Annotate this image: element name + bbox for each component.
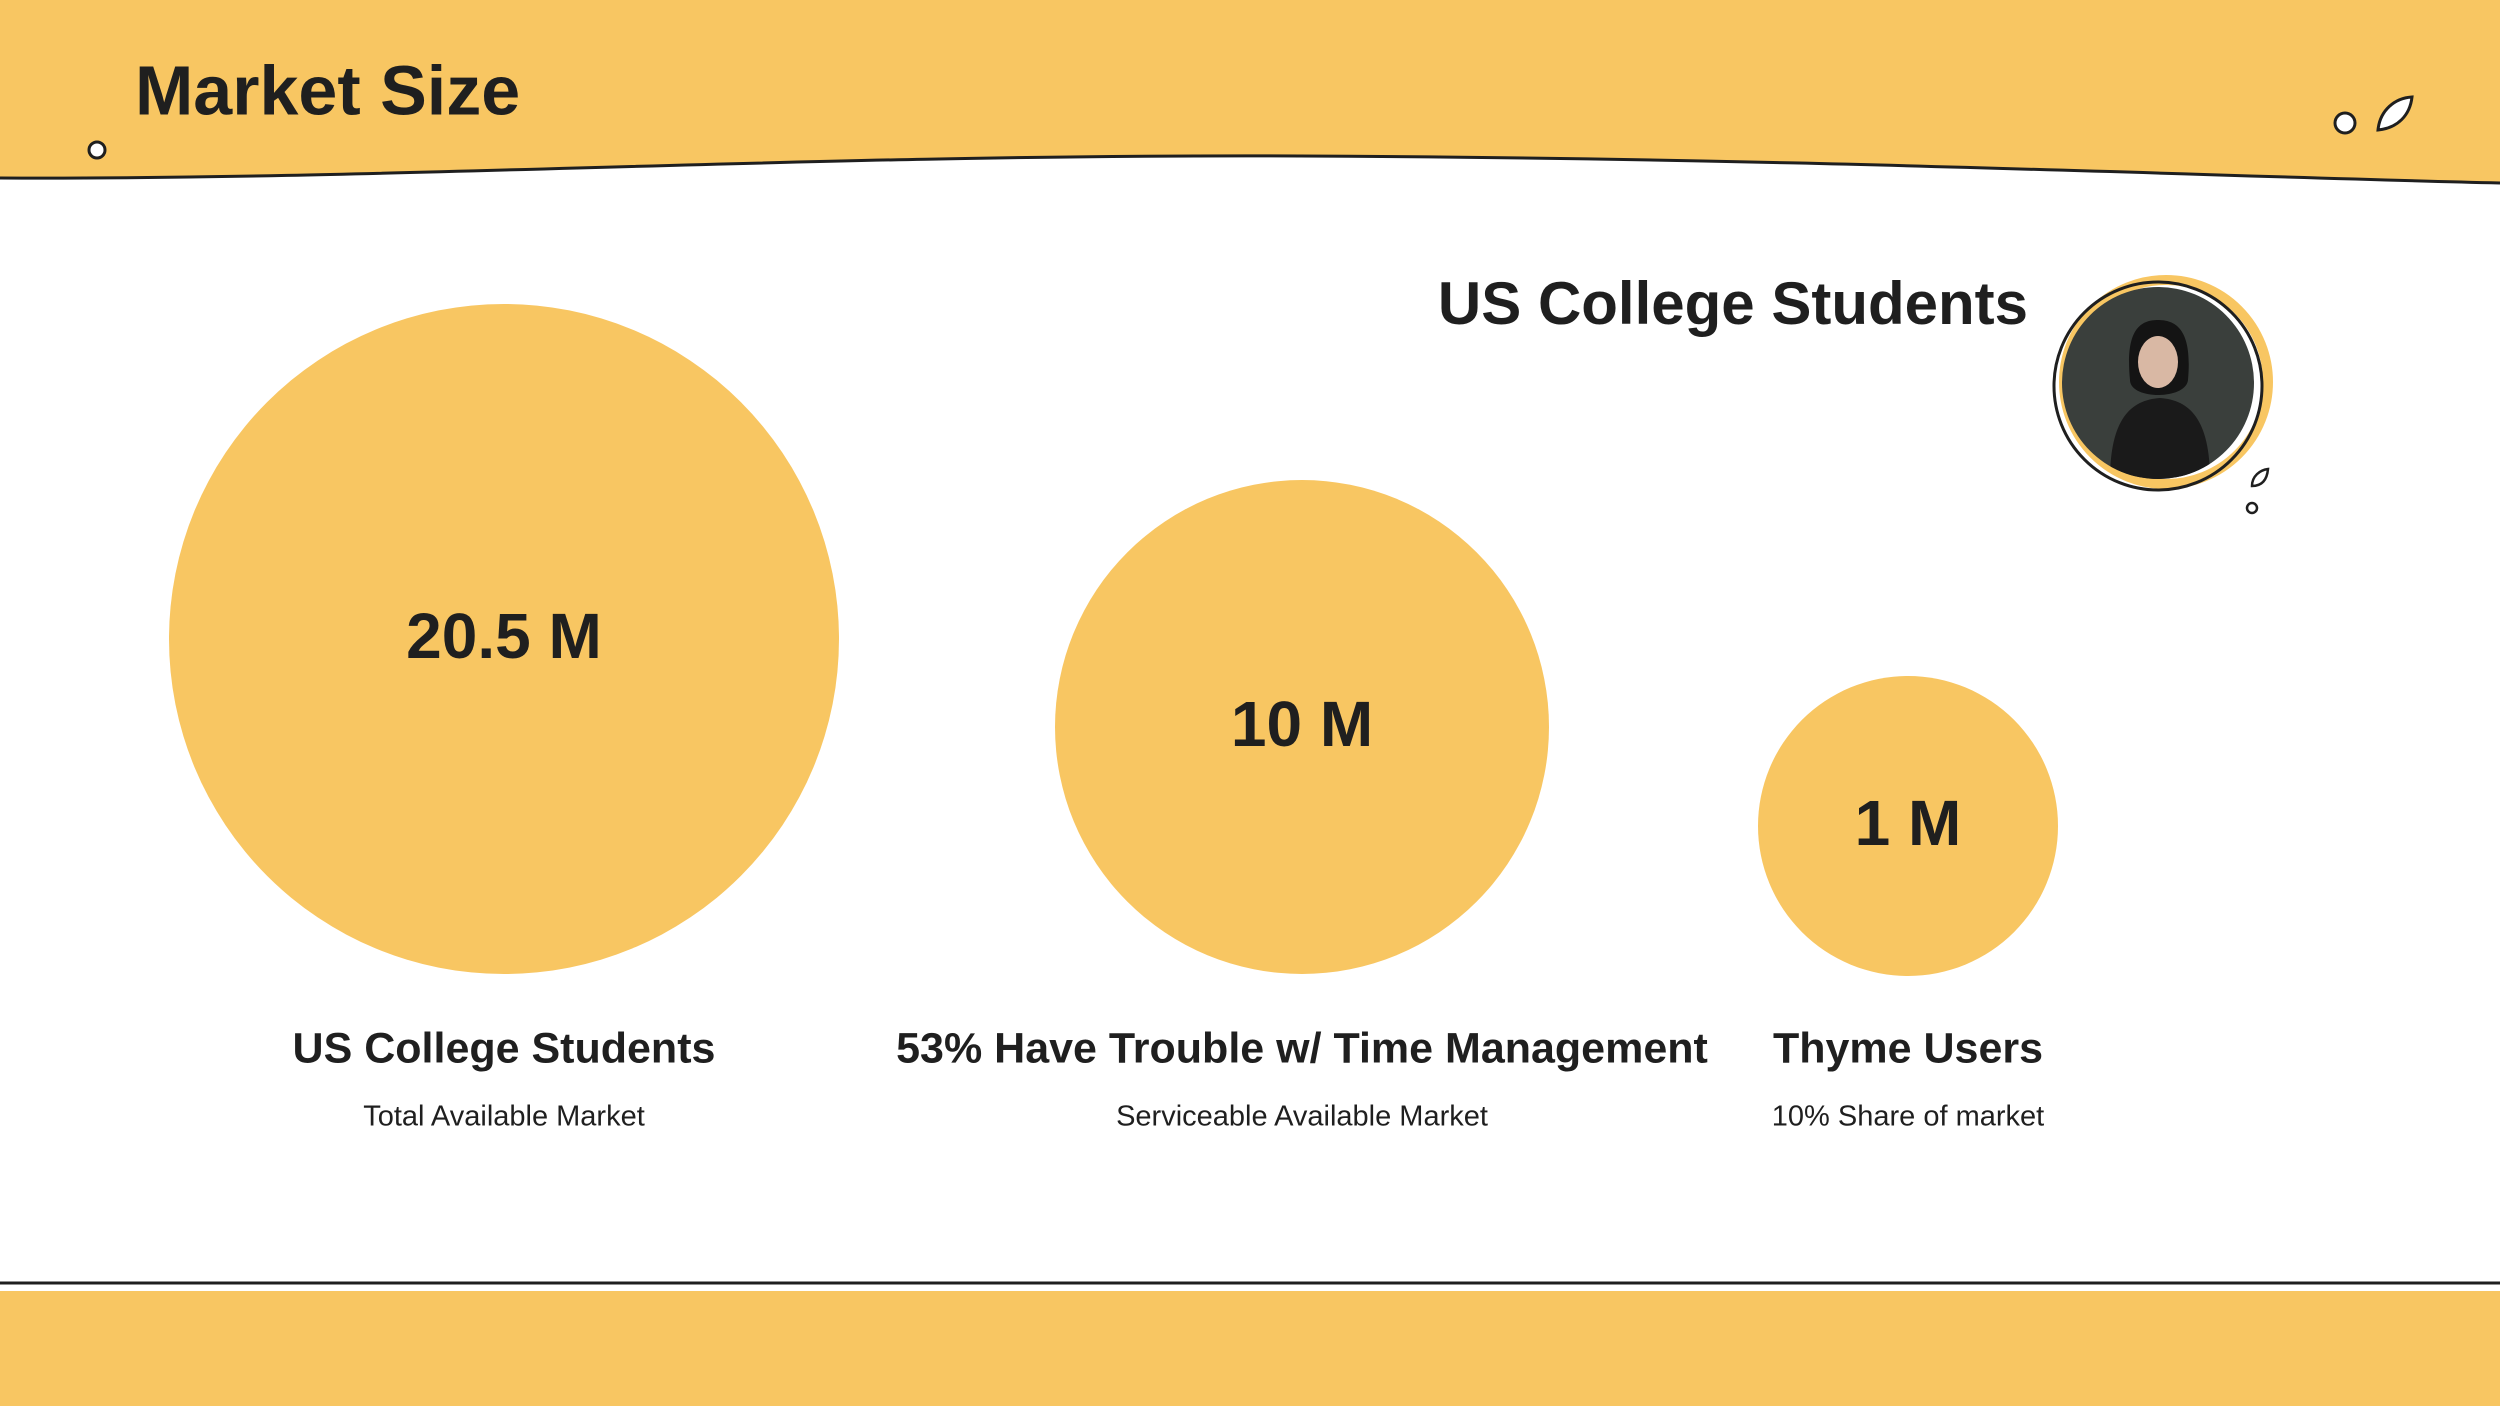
decoration (2245, 501, 2259, 515)
market-sublabel: Total Available Market (363, 1101, 645, 1133)
header-band (0, 0, 2500, 183)
header-line (0, 154, 2500, 185)
persona-title: US College Students (1438, 270, 2028, 337)
market-value: 20.5 M (406, 600, 602, 672)
market-label: 53% Have Trouble w/ Time Management (896, 1024, 1708, 1072)
market-value: 1 M (1855, 787, 1962, 859)
market-circle (1758, 676, 2058, 976)
market-label: US College Students (293, 1024, 716, 1072)
markets: 20.5 M US College Students Total Available… (169, 304, 2058, 1133)
decoration (2376, 95, 2414, 132)
decoration (2250, 467, 2270, 488)
market-value: 10 M (1231, 688, 1373, 760)
footer-band (0, 1291, 2500, 1406)
slide-title: Market Size (135, 51, 520, 129)
market-sublabel: 10% Share of market (1772, 1101, 2044, 1133)
market-label: Thyme Users (1773, 1024, 2043, 1072)
decoration (2333, 111, 2357, 135)
market-sublabel: Serviceable Available Market (1116, 1101, 1488, 1133)
avatar-outline (2052, 280, 2264, 492)
market-circle (1055, 480, 1549, 974)
market-circle (169, 304, 839, 974)
decoration (87, 140, 107, 160)
avatar (2062, 287, 2254, 479)
